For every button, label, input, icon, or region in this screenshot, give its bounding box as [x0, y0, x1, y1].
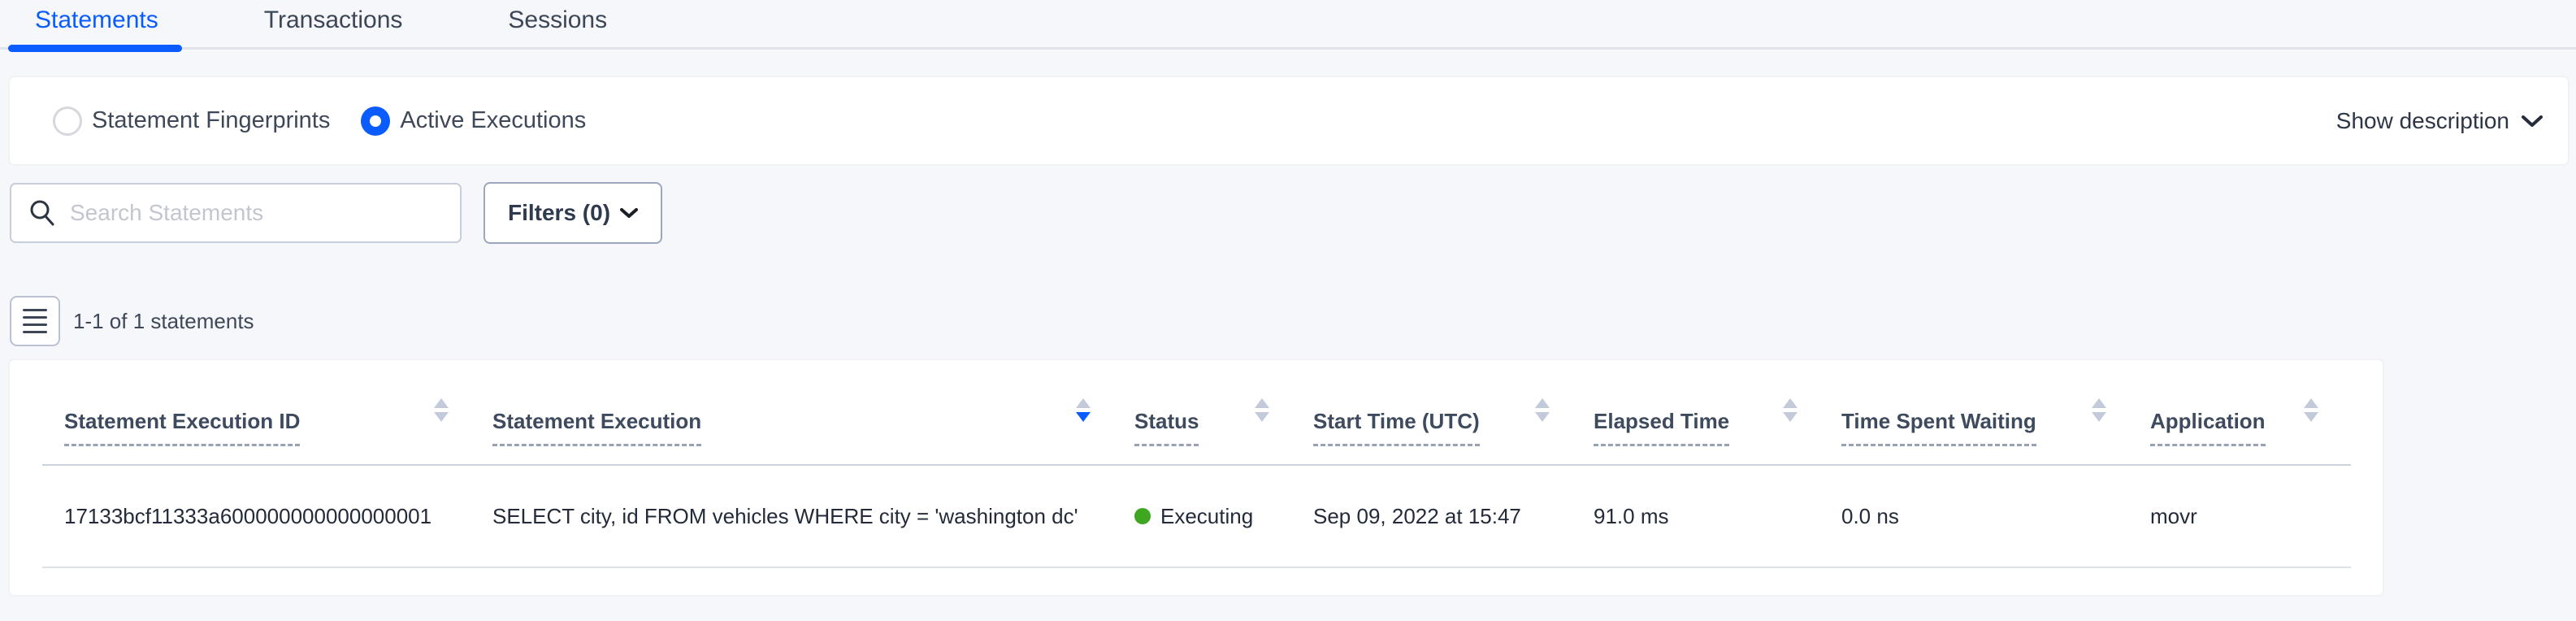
show-description-label: Show description: [2335, 107, 2509, 133]
cell-elapsed-time: 91.0 ms: [1594, 503, 1669, 528]
search-icon: [28, 198, 57, 228]
column-header-statement-execution-id[interactable]: Statement Execution ID: [42, 360, 481, 464]
tab-track-divider: [0, 47, 2576, 50]
cell-start-time: Sep 09, 2022 at 15:47: [1313, 503, 1521, 528]
view-mode-card: Statement Fingerprints Active Executions…: [10, 77, 2568, 164]
radio-selected-icon[interactable]: [361, 106, 391, 136]
column-header-status[interactable]: Status: [1123, 360, 1302, 464]
sort-arrows-icon[interactable]: [1535, 398, 1550, 422]
active-tab-indicator: [8, 45, 182, 52]
column-selector-button[interactable]: [10, 296, 60, 346]
column-header-time-spent-waiting[interactable]: Time Spent Waiting: [1830, 360, 2139, 464]
tab-bar: Statements Transactions Sessions: [0, 0, 2576, 52]
sort-arrows-icon[interactable]: [1783, 398, 1798, 422]
radio-unselected-icon[interactable]: [53, 106, 82, 136]
column-header-application[interactable]: Application: [2139, 360, 2351, 464]
cell-statement-execution[interactable]: SELECT city, id FROM vehicles WHERE city…: [492, 503, 1078, 528]
column-selector-icon: [23, 309, 47, 311]
show-description-toggle[interactable]: Show description: [2336, 108, 2543, 134]
table-header-row: Statement Execution ID Statement Executi…: [42, 360, 2351, 466]
cell-application: movr: [2150, 503, 2197, 528]
sort-arrows-icon[interactable]: [434, 398, 449, 422]
filters-button[interactable]: Filters (0): [484, 182, 663, 244]
radio-label-active-executions: Active Executions: [400, 107, 587, 133]
table-row: 17133bcf11333a600000000000000001 SELECT …: [42, 466, 2351, 568]
filters-button-label: Filters (0): [508, 200, 611, 225]
tab-transactions[interactable]: Transactions: [263, 7, 403, 33]
cell-statement-execution-id: 17133bcf11333a600000000000000001: [64, 503, 432, 528]
search-box[interactable]: [10, 183, 462, 243]
results-summary-row: 1-1 of 1 statements: [10, 296, 2576, 346]
sort-arrows-icon[interactable]: [2092, 398, 2106, 422]
chevron-down-icon: [2521, 114, 2543, 128]
cell-time-spent-waiting: 0.0 ns: [1841, 503, 1899, 528]
search-input[interactable]: [70, 200, 460, 226]
statements-table: Statement Execution ID Statement Executi…: [10, 360, 2383, 595]
statements-page: Statements Transactions Sessions Stateme…: [0, 0, 2576, 595]
tab-sessions[interactable]: Sessions: [508, 7, 608, 33]
sort-arrows-icon[interactable]: [2304, 398, 2318, 422]
column-header-start-time[interactable]: Start Time (UTC): [1302, 360, 1582, 464]
sort-arrows-icon[interactable]: [1255, 398, 1269, 422]
radio-statement-fingerprints[interactable]: Statement Fingerprints: [53, 106, 330, 136]
radio-label-statement-fingerprints: Statement Fingerprints: [92, 107, 331, 133]
status-dot-icon: [1134, 508, 1151, 524]
column-header-statement-execution[interactable]: Statement Execution: [481, 360, 1123, 464]
sort-arrows-icon-active-desc[interactable]: [1076, 398, 1091, 422]
results-summary-text: 1-1 of 1 statements: [73, 308, 254, 333]
cell-status: Executing: [1123, 466, 1302, 567]
search-toolbar: Filters (0): [10, 182, 2576, 244]
radio-active-executions[interactable]: Active Executions: [361, 106, 586, 136]
column-header-elapsed-time[interactable]: Elapsed Time: [1582, 360, 1830, 464]
chevron-down-icon: [620, 207, 639, 219]
status-text: Executing: [1160, 503, 1254, 528]
tab-statements[interactable]: Statements: [35, 7, 158, 33]
